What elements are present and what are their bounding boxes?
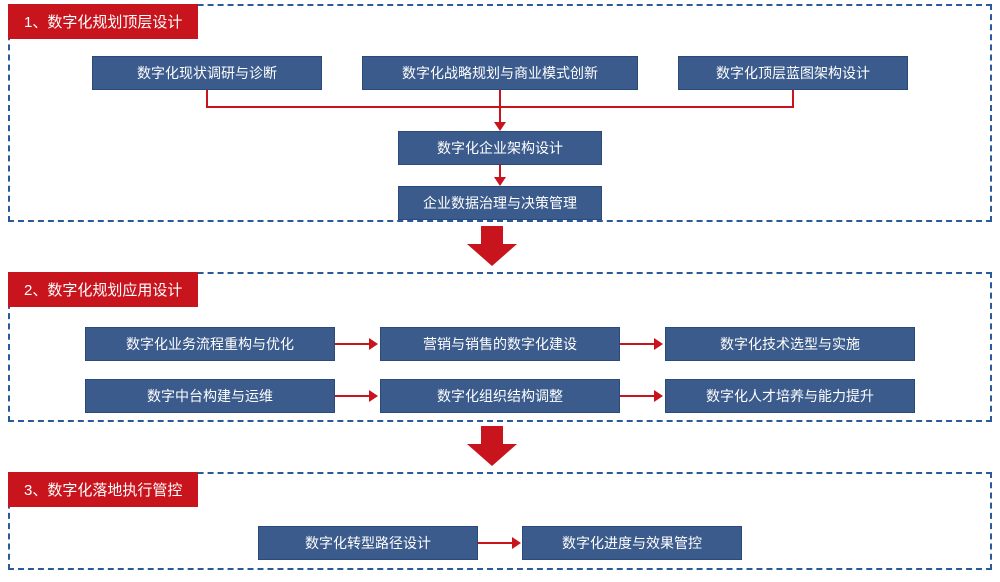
arrow-right-icon [512,537,521,549]
arrow-right-icon [369,390,378,402]
node-progress-control: 数字化进度与效果管控 [522,526,742,560]
node-transform-path: 数字化转型路径设计 [258,526,478,560]
node-strategy-model: 数字化战略规划与商业模式创新 [362,56,638,90]
node-blueprint-architecture: 数字化顶层蓝图架构设计 [678,56,908,90]
connector [478,542,514,544]
arrow-right-icon [654,338,663,350]
arrow-down-icon [494,122,506,131]
node-research-diagnosis: 数字化现状调研与诊断 [92,56,322,90]
node-org-structure: 数字化组织结构调整 [380,379,620,413]
node-talent-dev: 数字化人才培养与能力提升 [665,379,915,413]
connector [335,395,371,397]
section-2-label: 2、数字化规划应用设计 [8,272,198,307]
node-enterprise-architecture: 数字化企业架构设计 [398,131,602,165]
connector [620,343,656,345]
arrow-right-icon [654,390,663,402]
section-3-label: 3、数字化落地执行管控 [8,472,198,507]
connector [335,343,371,345]
section-1-label: 1、数字化规划顶层设计 [8,4,198,39]
big-arrow-down-icon [467,226,517,266]
section-2: 2、数字化规划应用设计 数字化业务流程重构与优化 营销与销售的数字化建设 数字化… [8,272,992,422]
node-data-governance: 企业数据治理与决策管理 [398,186,602,220]
node-tech-selection: 数字化技术选型与实施 [665,327,915,361]
section-1: 1、数字化规划顶层设计 数字化现状调研与诊断 数字化战略规划与商业模式创新 数字… [8,4,992,222]
section-3: 3、数字化落地执行管控 数字化转型路径设计 数字化进度与效果管控 [8,472,992,570]
connector [620,395,656,397]
arrow-right-icon [369,338,378,350]
node-process-rebuild: 数字化业务流程重构与优化 [85,327,335,361]
node-middle-platform: 数字中台构建与运维 [85,379,335,413]
arrow-down-icon [494,177,506,186]
node-marketing-sales: 营销与销售的数字化建设 [380,327,620,361]
big-arrow-down-icon [467,426,517,466]
